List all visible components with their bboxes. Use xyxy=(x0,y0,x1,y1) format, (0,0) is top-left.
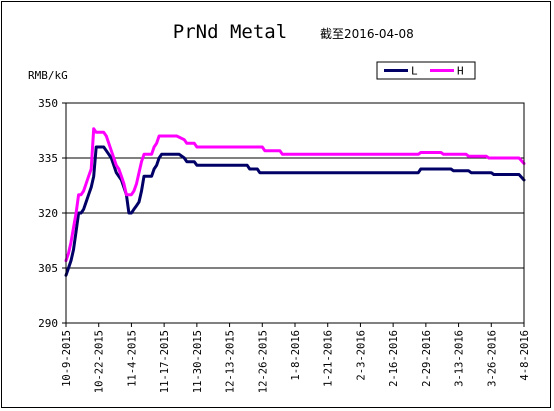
y-tick-label: 335 xyxy=(38,152,58,165)
x-tick-label: 10-22-2015 xyxy=(94,330,106,393)
series-l-line xyxy=(64,145,526,277)
y-tick-label: 290 xyxy=(38,317,58,330)
gridlines xyxy=(66,157,524,269)
legend-l-label: L xyxy=(411,65,418,78)
x-tick-label: 2-16-2016 xyxy=(388,330,400,387)
x-axis-ticks: 10-9-2015 10-22-2015 11-4-2015 11-17-2015 11… xyxy=(61,323,531,393)
y-tick-label: 350 xyxy=(38,97,58,110)
y-tick-label: 305 xyxy=(38,262,58,275)
plot-area-border xyxy=(65,102,525,324)
series-lines xyxy=(64,127,526,277)
chart-subtitle: 截至2016-04-08 xyxy=(320,27,414,41)
legend: L H xyxy=(376,61,476,80)
x-tick-label: 3-13-2016 xyxy=(454,330,466,387)
chart-title: PrNd Metal xyxy=(173,21,287,43)
x-tick-label: 2-29-2016 xyxy=(421,330,433,387)
y-axis-ticks: 290 305 320 335 350 xyxy=(38,97,66,330)
x-tick-label: 4-8-2016 xyxy=(519,330,531,381)
x-tick-label: 12-26-2015 xyxy=(257,330,269,393)
x-tick-label: 11-4-2015 xyxy=(126,330,138,387)
x-tick-label: 12-13-2015 xyxy=(225,330,237,393)
x-tick-label: 3-26-2016 xyxy=(486,330,498,387)
series-h-line xyxy=(64,127,526,263)
x-tick-label: 11-17-2015 xyxy=(159,330,171,393)
legend-h-label: H xyxy=(457,65,464,78)
x-tick-label: 2-3-2016 xyxy=(355,330,367,381)
x-tick-label: 10-9-2015 xyxy=(61,330,73,387)
x-tick-label: 1-8-2016 xyxy=(290,330,302,381)
x-tick-label: 11-30-2015 xyxy=(192,330,204,393)
y-tick-label: 320 xyxy=(38,207,58,220)
legend-box xyxy=(376,61,476,80)
x-tick-label: 1-21-2016 xyxy=(323,330,335,387)
y-axis-label: RMB/kG xyxy=(28,69,68,82)
